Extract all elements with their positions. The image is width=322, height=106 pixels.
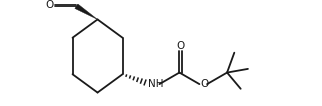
Polygon shape (75, 4, 98, 19)
Text: O: O (200, 79, 208, 89)
Text: NH: NH (148, 79, 163, 89)
Text: O: O (46, 0, 54, 10)
Text: O: O (176, 41, 185, 51)
